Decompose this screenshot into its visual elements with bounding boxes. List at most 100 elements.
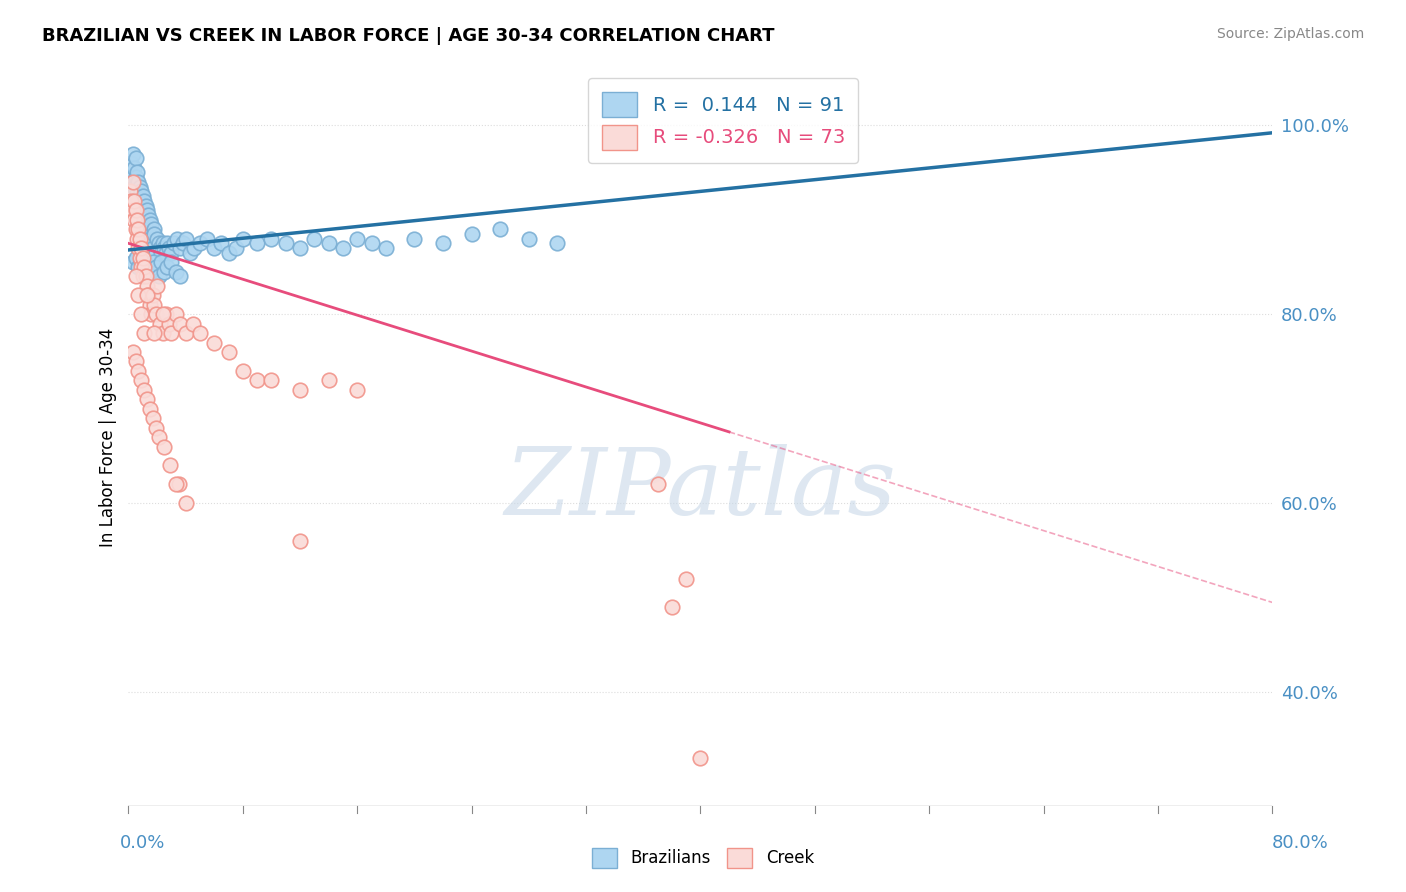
Point: [169, 317, 191, 331]
Point: [288, 534, 311, 549]
Point: [124, 222, 146, 236]
Point: [160, 245, 183, 260]
Point: [179, 245, 201, 260]
Point: [127, 175, 149, 189]
Point: [131, 185, 153, 199]
Point: [195, 232, 218, 246]
Point: [122, 179, 145, 194]
Point: [121, 175, 143, 189]
Point: [146, 232, 169, 246]
Point: [246, 236, 269, 251]
Point: [125, 232, 148, 246]
Point: [332, 241, 354, 255]
Point: [118, 165, 141, 179]
Point: [136, 203, 159, 218]
Point: [139, 298, 162, 312]
Point: [145, 245, 167, 260]
Point: [127, 222, 149, 236]
Point: [120, 156, 142, 170]
Point: [135, 198, 157, 212]
Point: [129, 198, 152, 212]
Point: [647, 477, 669, 491]
Point: [167, 477, 190, 491]
Point: [141, 236, 163, 251]
Point: [169, 241, 191, 255]
Point: [374, 241, 396, 255]
Point: [148, 269, 170, 284]
Point: [143, 326, 166, 340]
Point: [124, 269, 146, 284]
Point: [124, 151, 146, 165]
Point: [127, 364, 149, 378]
Point: [157, 241, 180, 255]
Point: [125, 165, 148, 179]
Point: [136, 392, 159, 407]
Point: [188, 236, 211, 251]
Point: [131, 203, 153, 218]
Point: [132, 269, 155, 284]
Point: [181, 317, 204, 331]
Point: [138, 288, 160, 302]
Point: [517, 232, 540, 246]
Point: [152, 236, 174, 251]
Point: [138, 227, 160, 241]
Text: ZIPatlas: ZIPatlas: [505, 443, 897, 533]
Point: [143, 222, 166, 236]
Point: [346, 383, 368, 397]
Point: [132, 189, 155, 203]
Point: [163, 236, 186, 251]
Point: [121, 255, 143, 269]
Point: [136, 260, 159, 274]
Point: [139, 401, 162, 416]
Point: [139, 232, 162, 246]
Point: [143, 298, 166, 312]
Point: [546, 236, 568, 251]
Point: [129, 179, 152, 194]
Point: [127, 288, 149, 302]
Point: [188, 326, 211, 340]
Point: [142, 288, 165, 302]
Point: [134, 326, 156, 340]
Point: [183, 241, 205, 255]
Point: [146, 278, 169, 293]
Text: Source: ZipAtlas.com: Source: ZipAtlas.com: [1216, 27, 1364, 41]
Point: [432, 236, 454, 251]
Point: [156, 260, 179, 274]
Point: [136, 222, 159, 236]
Point: [689, 751, 711, 765]
Point: [127, 241, 149, 255]
Point: [318, 373, 340, 387]
Point: [145, 420, 167, 434]
Point: [136, 288, 159, 302]
Point: [346, 232, 368, 246]
Point: [124, 189, 146, 203]
Point: [218, 345, 240, 359]
Point: [121, 345, 143, 359]
Point: [122, 194, 145, 208]
Point: [121, 175, 143, 189]
Point: [165, 265, 187, 279]
Point: [124, 251, 146, 265]
Point: [404, 232, 426, 246]
Point: [360, 236, 382, 251]
Point: [135, 269, 157, 284]
Point: [125, 185, 148, 199]
Point: [134, 260, 156, 274]
Point: [157, 317, 180, 331]
Point: [145, 260, 167, 274]
Point: [142, 411, 165, 425]
Point: [141, 218, 163, 232]
Point: [135, 218, 157, 232]
Point: [148, 236, 170, 251]
Point: [134, 194, 156, 208]
Point: [202, 241, 225, 255]
Point: [232, 364, 254, 378]
Point: [149, 241, 172, 255]
Point: [127, 194, 149, 208]
Point: [661, 600, 683, 615]
Point: [150, 255, 173, 269]
Point: [124, 354, 146, 368]
Text: 80.0%: 80.0%: [1272, 834, 1329, 852]
Point: [153, 440, 176, 454]
Point: [122, 161, 145, 175]
